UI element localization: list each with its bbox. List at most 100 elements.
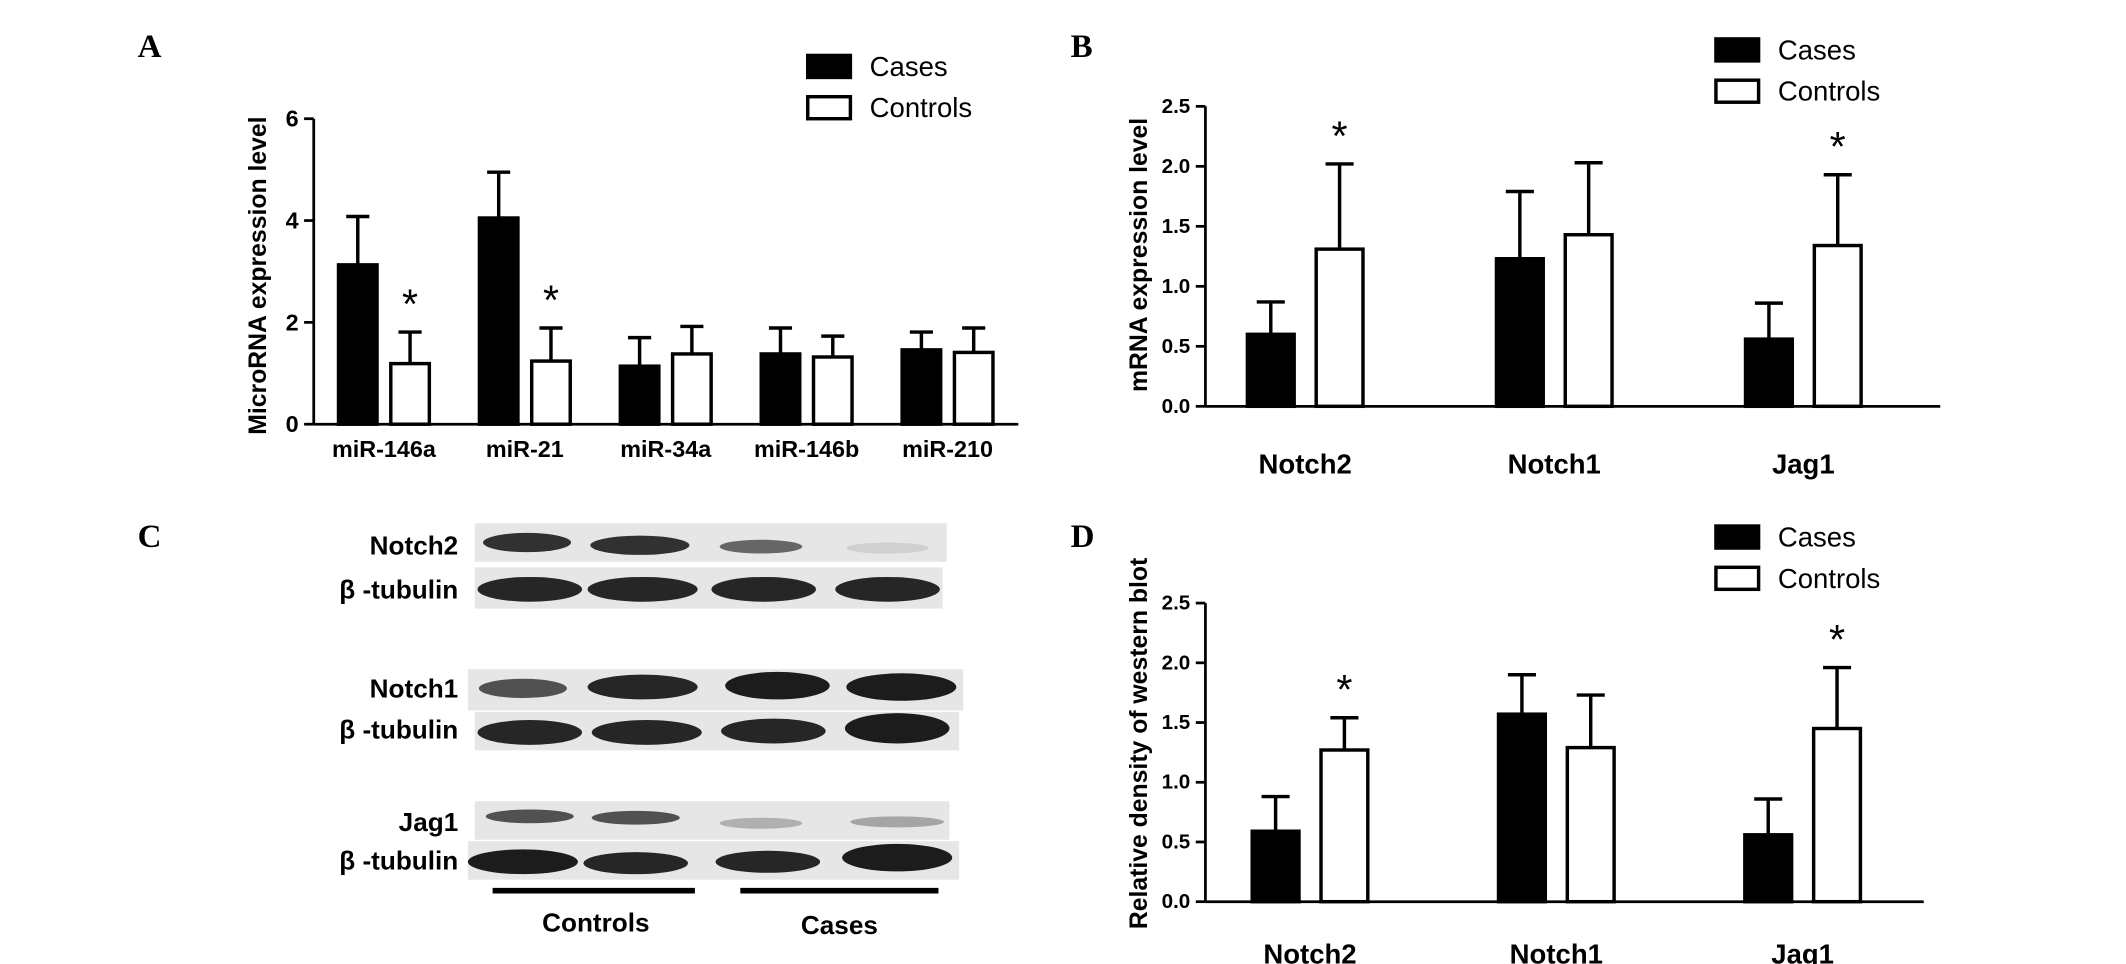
y-tick-label: 2.0 xyxy=(1162,155,1191,178)
legend-label: Cases xyxy=(1778,522,1856,553)
legend-label: Controls xyxy=(1778,76,1880,107)
band xyxy=(587,576,698,602)
y-tick-label: 1.5 xyxy=(1162,215,1191,238)
bar xyxy=(1812,243,1863,409)
bar xyxy=(1743,833,1794,904)
x-tick-label: miR-34a xyxy=(620,436,712,462)
bar xyxy=(336,263,379,426)
band xyxy=(591,810,680,825)
significance-marker: * xyxy=(1830,124,1846,170)
legend-label: Controls xyxy=(1778,563,1880,594)
y-tick-label: 1.0 xyxy=(1162,275,1191,298)
legend-swatch xyxy=(806,53,853,80)
panel-letter: A xyxy=(138,29,162,65)
blot-bands xyxy=(467,532,957,875)
legend-swatch xyxy=(1714,565,1761,592)
legend-label: Controls xyxy=(870,92,972,123)
panel-letter: B xyxy=(1071,29,1093,65)
legend-swatch xyxy=(1714,78,1761,104)
x-tick-label: miR-146b xyxy=(754,436,859,462)
bar xyxy=(477,216,520,426)
bar xyxy=(1563,233,1614,409)
bar xyxy=(670,352,713,426)
y-tick-label: 0 xyxy=(286,411,299,437)
y-tick-label: 1.5 xyxy=(1162,711,1191,734)
bar xyxy=(1250,829,1301,904)
legend-label: Cases xyxy=(1778,34,1856,65)
band xyxy=(719,817,803,829)
bar xyxy=(529,359,572,426)
legend-swatch xyxy=(1714,524,1761,550)
legend-swatch xyxy=(806,94,853,121)
row-label: Notch1 xyxy=(370,673,459,703)
band xyxy=(725,671,830,700)
x-tick-label: Notch1 xyxy=(1510,938,1603,964)
group-label: Cases xyxy=(801,910,878,940)
y-tick-label: 2.5 xyxy=(1162,95,1191,118)
band xyxy=(583,852,689,875)
y-tick-label: 6 xyxy=(286,106,299,132)
y-axis-label: Relative density of western blot xyxy=(1126,558,1153,929)
band xyxy=(467,849,578,875)
y-tick-label: 4 xyxy=(286,208,299,234)
bar xyxy=(952,350,995,426)
significance-marker: * xyxy=(543,277,559,323)
bar xyxy=(1245,332,1296,409)
band xyxy=(850,816,944,828)
band xyxy=(711,576,816,602)
x-tick-label: Notch2 xyxy=(1259,449,1352,480)
bar xyxy=(759,352,802,426)
x-tick-label: Notch2 xyxy=(1263,938,1356,964)
band xyxy=(844,713,950,744)
y-axis-label: mRNA expression level xyxy=(1126,118,1153,392)
y-tick-label: 1.0 xyxy=(1162,771,1191,794)
bar xyxy=(1811,726,1863,904)
y-tick-label: 2.5 xyxy=(1162,592,1191,615)
x-tick-label: miR-21 xyxy=(486,436,564,462)
bar xyxy=(1565,745,1616,904)
bar xyxy=(389,361,432,426)
panel-letter: C xyxy=(138,519,162,555)
row-label: β -tubulin xyxy=(339,715,458,745)
band xyxy=(715,850,821,873)
significance-marker: * xyxy=(402,282,418,328)
band xyxy=(719,539,803,554)
bar xyxy=(618,364,661,426)
group-label: Controls xyxy=(542,907,649,937)
x-tick-label: Jag1 xyxy=(1772,449,1835,480)
x-tick-label: miR-146a xyxy=(332,436,437,462)
band xyxy=(721,718,826,744)
band xyxy=(482,532,572,553)
band xyxy=(485,809,574,824)
band xyxy=(846,673,957,701)
row-label: β -tubulin xyxy=(339,574,458,604)
bar xyxy=(811,355,854,426)
x-tick-label: Notch1 xyxy=(1508,449,1601,480)
chart-panel: A MicroRNA expression level 0 2 4 6 miR-146a mi… xyxy=(138,29,1019,462)
band xyxy=(835,576,940,602)
band xyxy=(591,720,702,745)
significance-marker: * xyxy=(1332,113,1348,159)
y-tick-label: 0.0 xyxy=(1162,890,1191,913)
row-label: β -tubulin xyxy=(339,845,458,875)
significance-marker: * xyxy=(1336,667,1352,713)
band xyxy=(477,576,583,602)
x-tick-label: miR-210 xyxy=(902,436,993,462)
band xyxy=(587,674,698,700)
band xyxy=(590,535,690,555)
bar xyxy=(1494,257,1545,409)
y-tick-label: 0.5 xyxy=(1162,335,1191,358)
band xyxy=(477,720,583,745)
band xyxy=(478,678,567,699)
panel-letter: D xyxy=(1071,519,1095,555)
chart-panel: D Relative density of western blot 0.0 0.5 1… xyxy=(1071,519,1924,964)
y-tick-label: 2 xyxy=(286,309,299,335)
bar xyxy=(1496,712,1548,904)
y-axis-label: MicroRNA expression level xyxy=(245,116,272,434)
bar xyxy=(1314,247,1365,409)
x-tick-label: Jag1 xyxy=(1771,938,1834,964)
legend-swatch xyxy=(1714,37,1761,63)
bar xyxy=(1319,748,1370,904)
